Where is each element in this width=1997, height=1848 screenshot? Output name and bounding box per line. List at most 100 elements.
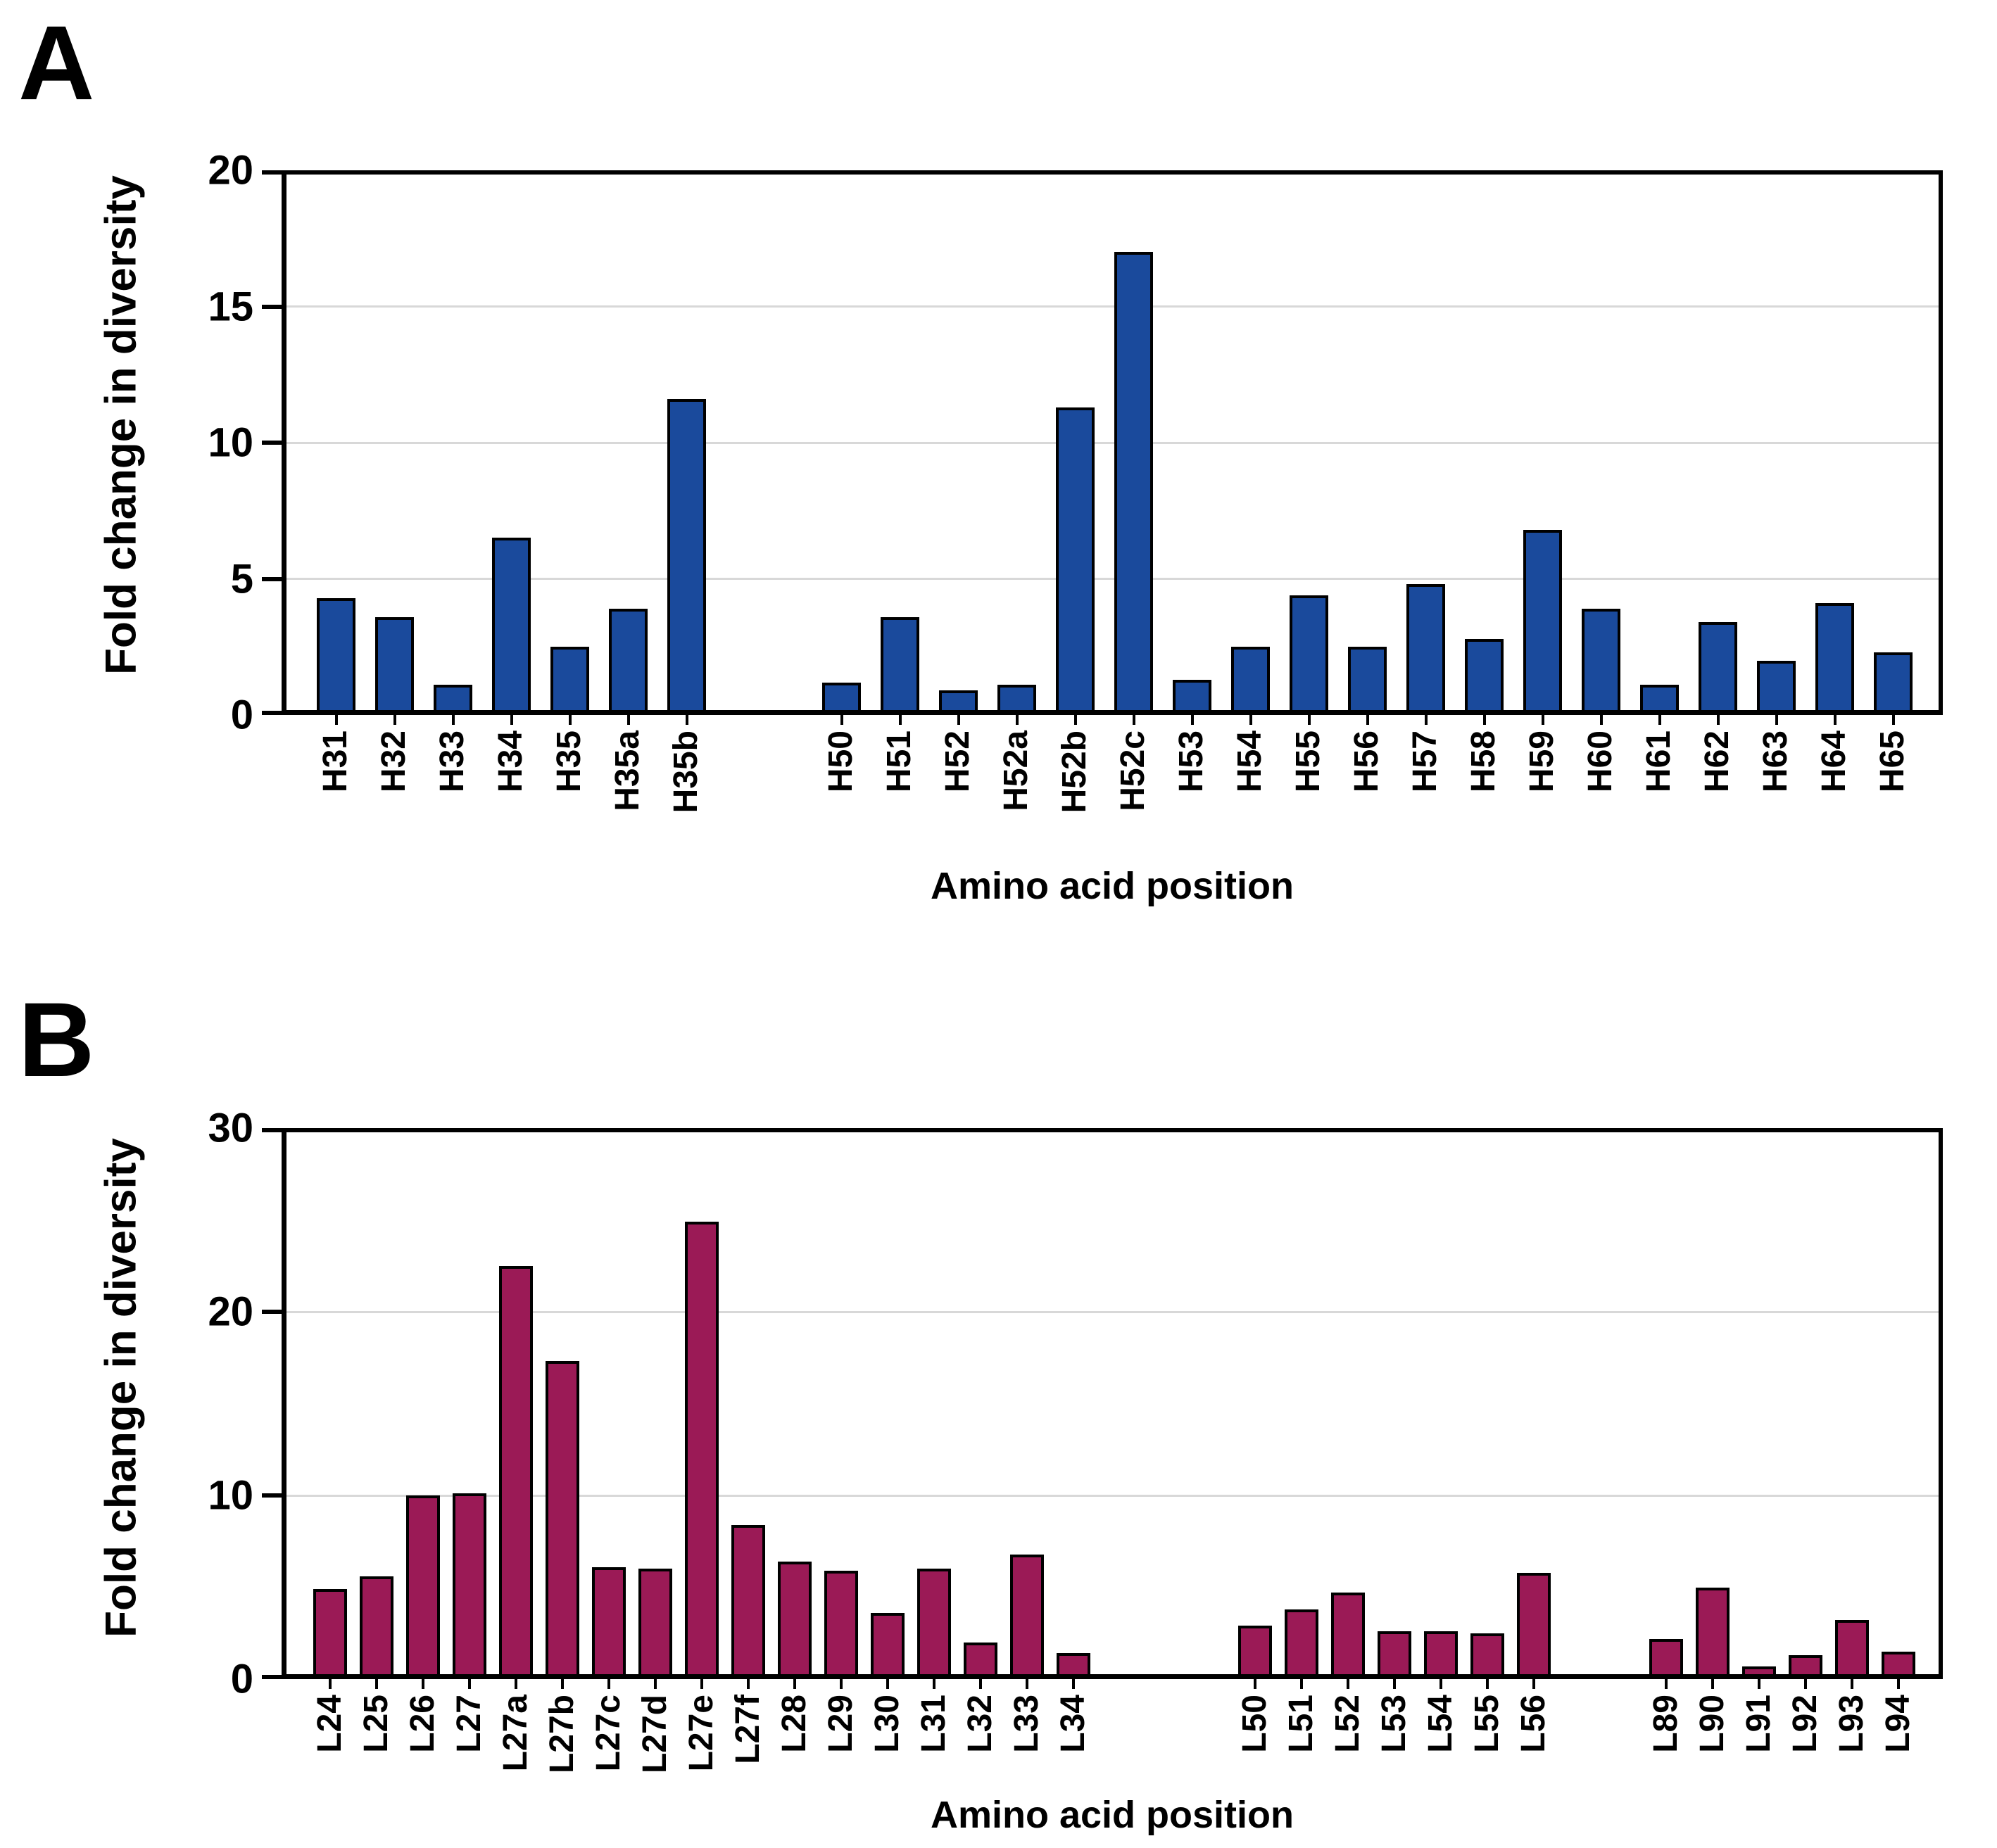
x-tick-label-H31: H31 xyxy=(317,730,355,793)
x-tick-label-L94: L94 xyxy=(1879,1695,1917,1753)
x-tick-H64 xyxy=(1833,715,1837,725)
x-tick-label-wrap-H33: H33 xyxy=(434,730,473,792)
x-tick-L29 xyxy=(840,1679,843,1689)
bar-L27d xyxy=(638,1569,672,1679)
x-tick-label-wrap-L52: L52 xyxy=(1328,1695,1368,1753)
x-tick-label-wrap-H62: H62 xyxy=(1699,730,1738,792)
x-tick-label-wrap-L26: L26 xyxy=(403,1695,443,1753)
bar-L31 xyxy=(917,1569,951,1679)
y-tick-label-15: 15 xyxy=(208,284,253,329)
bar-H59 xyxy=(1523,529,1562,715)
x-tick-label-wrap-L27e: L27e xyxy=(682,1695,722,1771)
panel-letter-A: A xyxy=(18,4,95,122)
plot-frame-right-A xyxy=(1939,170,1943,715)
x-tick-label-wrap-H50: H50 xyxy=(822,730,862,792)
x-tick-label-wrap-L27a: L27a xyxy=(496,1695,536,1771)
x-tick-L30 xyxy=(886,1679,889,1689)
bar-H52c xyxy=(1114,252,1153,715)
x-tick-label-wrap-L34: L34 xyxy=(1054,1695,1093,1753)
bar-H34 xyxy=(492,538,531,715)
x-tick-H51 xyxy=(898,715,902,725)
y-axis-A xyxy=(282,170,286,715)
x-tick-label-wrap-H65: H65 xyxy=(1874,730,1913,792)
bar-L50 xyxy=(1238,1626,1272,1679)
gridline-15 xyxy=(282,305,1943,308)
panel-letter-B: B xyxy=(18,980,95,1099)
x-tick-L93 xyxy=(1851,1679,1853,1689)
x-tick-H35 xyxy=(568,715,572,725)
x-tick-label-L30: L30 xyxy=(868,1695,906,1753)
x-tick-label-L27f: L27f xyxy=(729,1695,767,1764)
y-tick-label-20: 20 xyxy=(208,147,253,194)
bar-L24 xyxy=(313,1589,347,1679)
bar-L53 xyxy=(1378,1631,1411,1679)
x-tick-label-wrap-H56: H56 xyxy=(1348,730,1387,792)
x-tick-label-wrap-L33: L33 xyxy=(1007,1695,1047,1753)
x-tick-L28 xyxy=(793,1679,796,1689)
x-tick-L53 xyxy=(1393,1679,1396,1689)
bar-L52 xyxy=(1331,1593,1365,1679)
x-tick-label-wrap-H64: H64 xyxy=(1815,730,1855,792)
y-tick-label-0: 0 xyxy=(230,1656,253,1702)
bar-L29 xyxy=(824,1571,858,1679)
x-tick-label-L50: L50 xyxy=(1235,1695,1273,1753)
x-tick-label-wrap-L27b: L27b xyxy=(543,1695,582,1773)
bar-H63 xyxy=(1757,660,1796,715)
x-tick-label-wrap-L93: L93 xyxy=(1832,1695,1872,1753)
x-axis-title-A: Amino acid position xyxy=(930,865,1294,907)
x-tick-label-H64: H64 xyxy=(1815,730,1853,793)
y-tick-label-30: 30 xyxy=(208,1105,253,1151)
bar-L33 xyxy=(1010,1554,1044,1679)
x-tick-L52 xyxy=(1347,1679,1349,1689)
y-tick-15 xyxy=(262,304,282,309)
bar-L51 xyxy=(1285,1609,1318,1679)
bar-L27e xyxy=(685,1222,719,1679)
x-tick-label-H50: H50 xyxy=(822,730,860,793)
bar-H64 xyxy=(1815,603,1854,715)
bar-H54 xyxy=(1231,647,1270,715)
x-tick-label-wrap-H31: H31 xyxy=(317,730,356,792)
x-tick-L54 xyxy=(1440,1679,1442,1689)
bar-H65 xyxy=(1874,652,1913,715)
x-tick-label-H52c: H52c xyxy=(1114,730,1152,811)
y-tick-label-5: 5 xyxy=(230,556,253,602)
x-tick-label-wrap-L32: L32 xyxy=(961,1695,1000,1753)
x-tick-L33 xyxy=(1026,1679,1028,1689)
x-tick-label-wrap-H55: H55 xyxy=(1290,730,1329,792)
x-tick-label-L90: L90 xyxy=(1693,1695,1731,1753)
x-tick-label-H56: H56 xyxy=(1348,730,1386,793)
bar-L25 xyxy=(360,1576,393,1679)
x-tick-label-H51: H51 xyxy=(881,730,919,793)
x-axis-A xyxy=(282,710,1943,715)
y-tick-20 xyxy=(262,1310,282,1314)
x-tick-H56 xyxy=(1366,715,1369,725)
x-tick-label-H35: H35 xyxy=(550,730,588,793)
x-tick-label-H34: H34 xyxy=(492,730,530,793)
bar-L27f xyxy=(731,1524,765,1679)
x-tick-label-L33: L33 xyxy=(1007,1695,1045,1753)
x-tick-L90 xyxy=(1711,1679,1714,1689)
x-tick-label-wrap-H54: H54 xyxy=(1231,730,1271,792)
gridline-10 xyxy=(282,441,1943,444)
x-tick-L25 xyxy=(375,1679,378,1689)
x-tick-H57 xyxy=(1424,715,1428,725)
bar-L93 xyxy=(1835,1620,1869,1679)
x-tick-label-wrap-L27: L27 xyxy=(450,1695,489,1753)
gridline-10 xyxy=(282,1494,1943,1497)
bar-L56 xyxy=(1517,1572,1551,1679)
bar-L27b xyxy=(546,1361,579,1679)
x-tick-label-wrap-L91: L91 xyxy=(1739,1695,1779,1753)
x-tick-label-L27c: L27c xyxy=(589,1695,627,1772)
x-tick-label-H35a: H35a xyxy=(609,730,647,811)
x-tick-L27a xyxy=(515,1679,517,1689)
x-tick-H35b xyxy=(685,715,688,725)
x-tick-label-H52b: H52b xyxy=(1056,730,1094,814)
x-axis-title-B: Amino acid position xyxy=(930,1794,1294,1836)
x-tick-label-H33: H33 xyxy=(434,730,472,793)
x-tick-label-H53: H53 xyxy=(1173,730,1211,793)
x-tick-L27c xyxy=(607,1679,610,1689)
x-tick-H58 xyxy=(1482,715,1486,725)
x-tick-label-wrap-L28: L28 xyxy=(775,1695,814,1753)
plot-frame-right-B xyxy=(1939,1128,1943,1679)
